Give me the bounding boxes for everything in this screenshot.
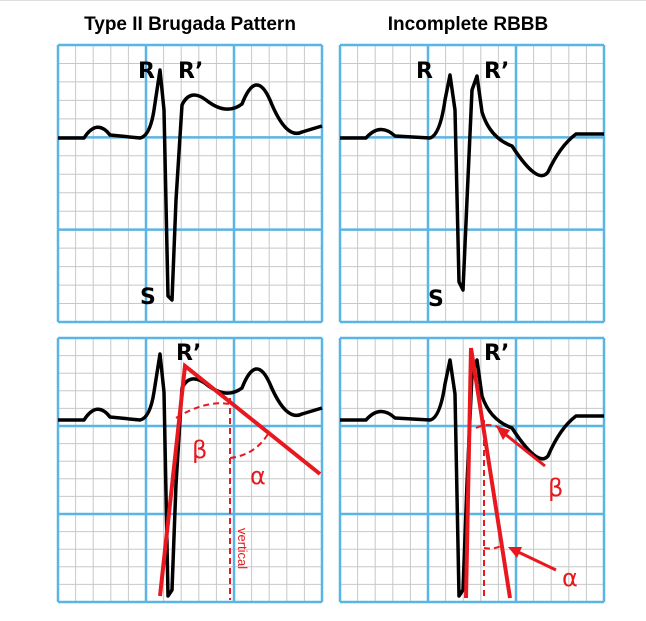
arrow: [513, 548, 557, 572]
arrow: [499, 428, 546, 468]
grids: [56, 43, 606, 604]
wave-label: S: [428, 287, 444, 312]
wave-label: R’: [176, 341, 201, 366]
angle-label: α: [250, 462, 266, 490]
angle-arc: [175, 402, 231, 419]
vertical-label: vertical: [235, 528, 250, 569]
angle-label: β: [192, 436, 207, 464]
panel-title: Type II Brugada Pattern: [84, 14, 296, 35]
wave-label: R: [138, 59, 155, 84]
slope-line: [464, 347, 512, 599]
slope-line: [158, 362, 322, 597]
ecg-wave: [58, 68, 323, 302]
angle-label: α: [562, 564, 578, 592]
arrow-head: [496, 426, 510, 440]
angle-arc: [483, 544, 504, 550]
wave-label: R’: [178, 59, 203, 84]
arrow-head: [508, 547, 522, 558]
wave-label: R: [416, 59, 433, 84]
angle-label: β: [548, 474, 563, 502]
ecg-wave: [58, 352, 323, 598]
ecg-wave: [340, 73, 604, 292]
wave-label: R’: [484, 341, 509, 366]
ecg-wave: [340, 358, 604, 598]
angle-arc: [229, 433, 269, 459]
panel-title: Incomplete RBBB: [388, 14, 548, 35]
wave-label: S: [140, 285, 156, 310]
wave-label: R’: [484, 59, 509, 84]
